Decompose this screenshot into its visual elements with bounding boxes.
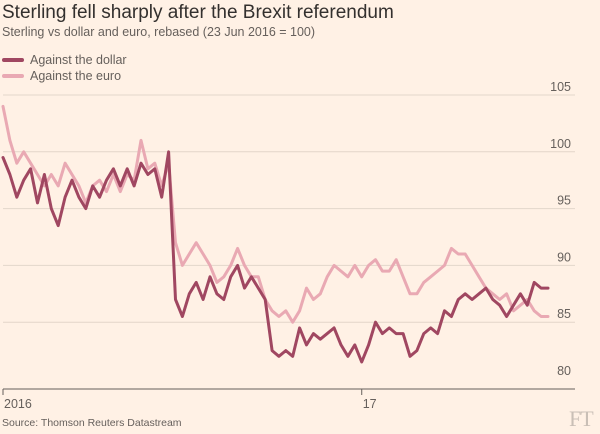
legend-label-euro: Against the euro [30,69,122,83]
legend-item-dollar: Against the dollar [2,52,127,68]
y-tick-label-95: 95 [557,194,571,208]
y-tick-label-100: 100 [550,137,571,151]
x-tick-label-0: 2016 [4,397,32,411]
series-line-dollar [1,150,550,364]
legend-swatch-euro [2,74,24,78]
legend-label-dollar: Against the dollar [30,53,127,67]
legend: Against the dollar Against the euro [2,52,127,84]
ft-logo: FT [569,406,594,431]
y-tick-label-85: 85 [557,307,571,321]
chart-subtitle: Sterling vs dollar and euro, rebased (23… [2,25,316,39]
x-tick-label-1: 17 [363,397,377,411]
y-tick-label-105: 105 [550,80,571,94]
y-tick-label-80: 80 [557,364,571,378]
source-note: Source: Thomson Reuters Datastream [2,417,182,429]
legend-item-euro: Against the euro [2,68,127,84]
legend-swatch-dollar [2,58,24,62]
series-line-euro [1,104,550,324]
chart-title: Sterling fell sharply after the Brexit r… [2,2,394,23]
y-tick-label-90: 90 [557,250,571,264]
